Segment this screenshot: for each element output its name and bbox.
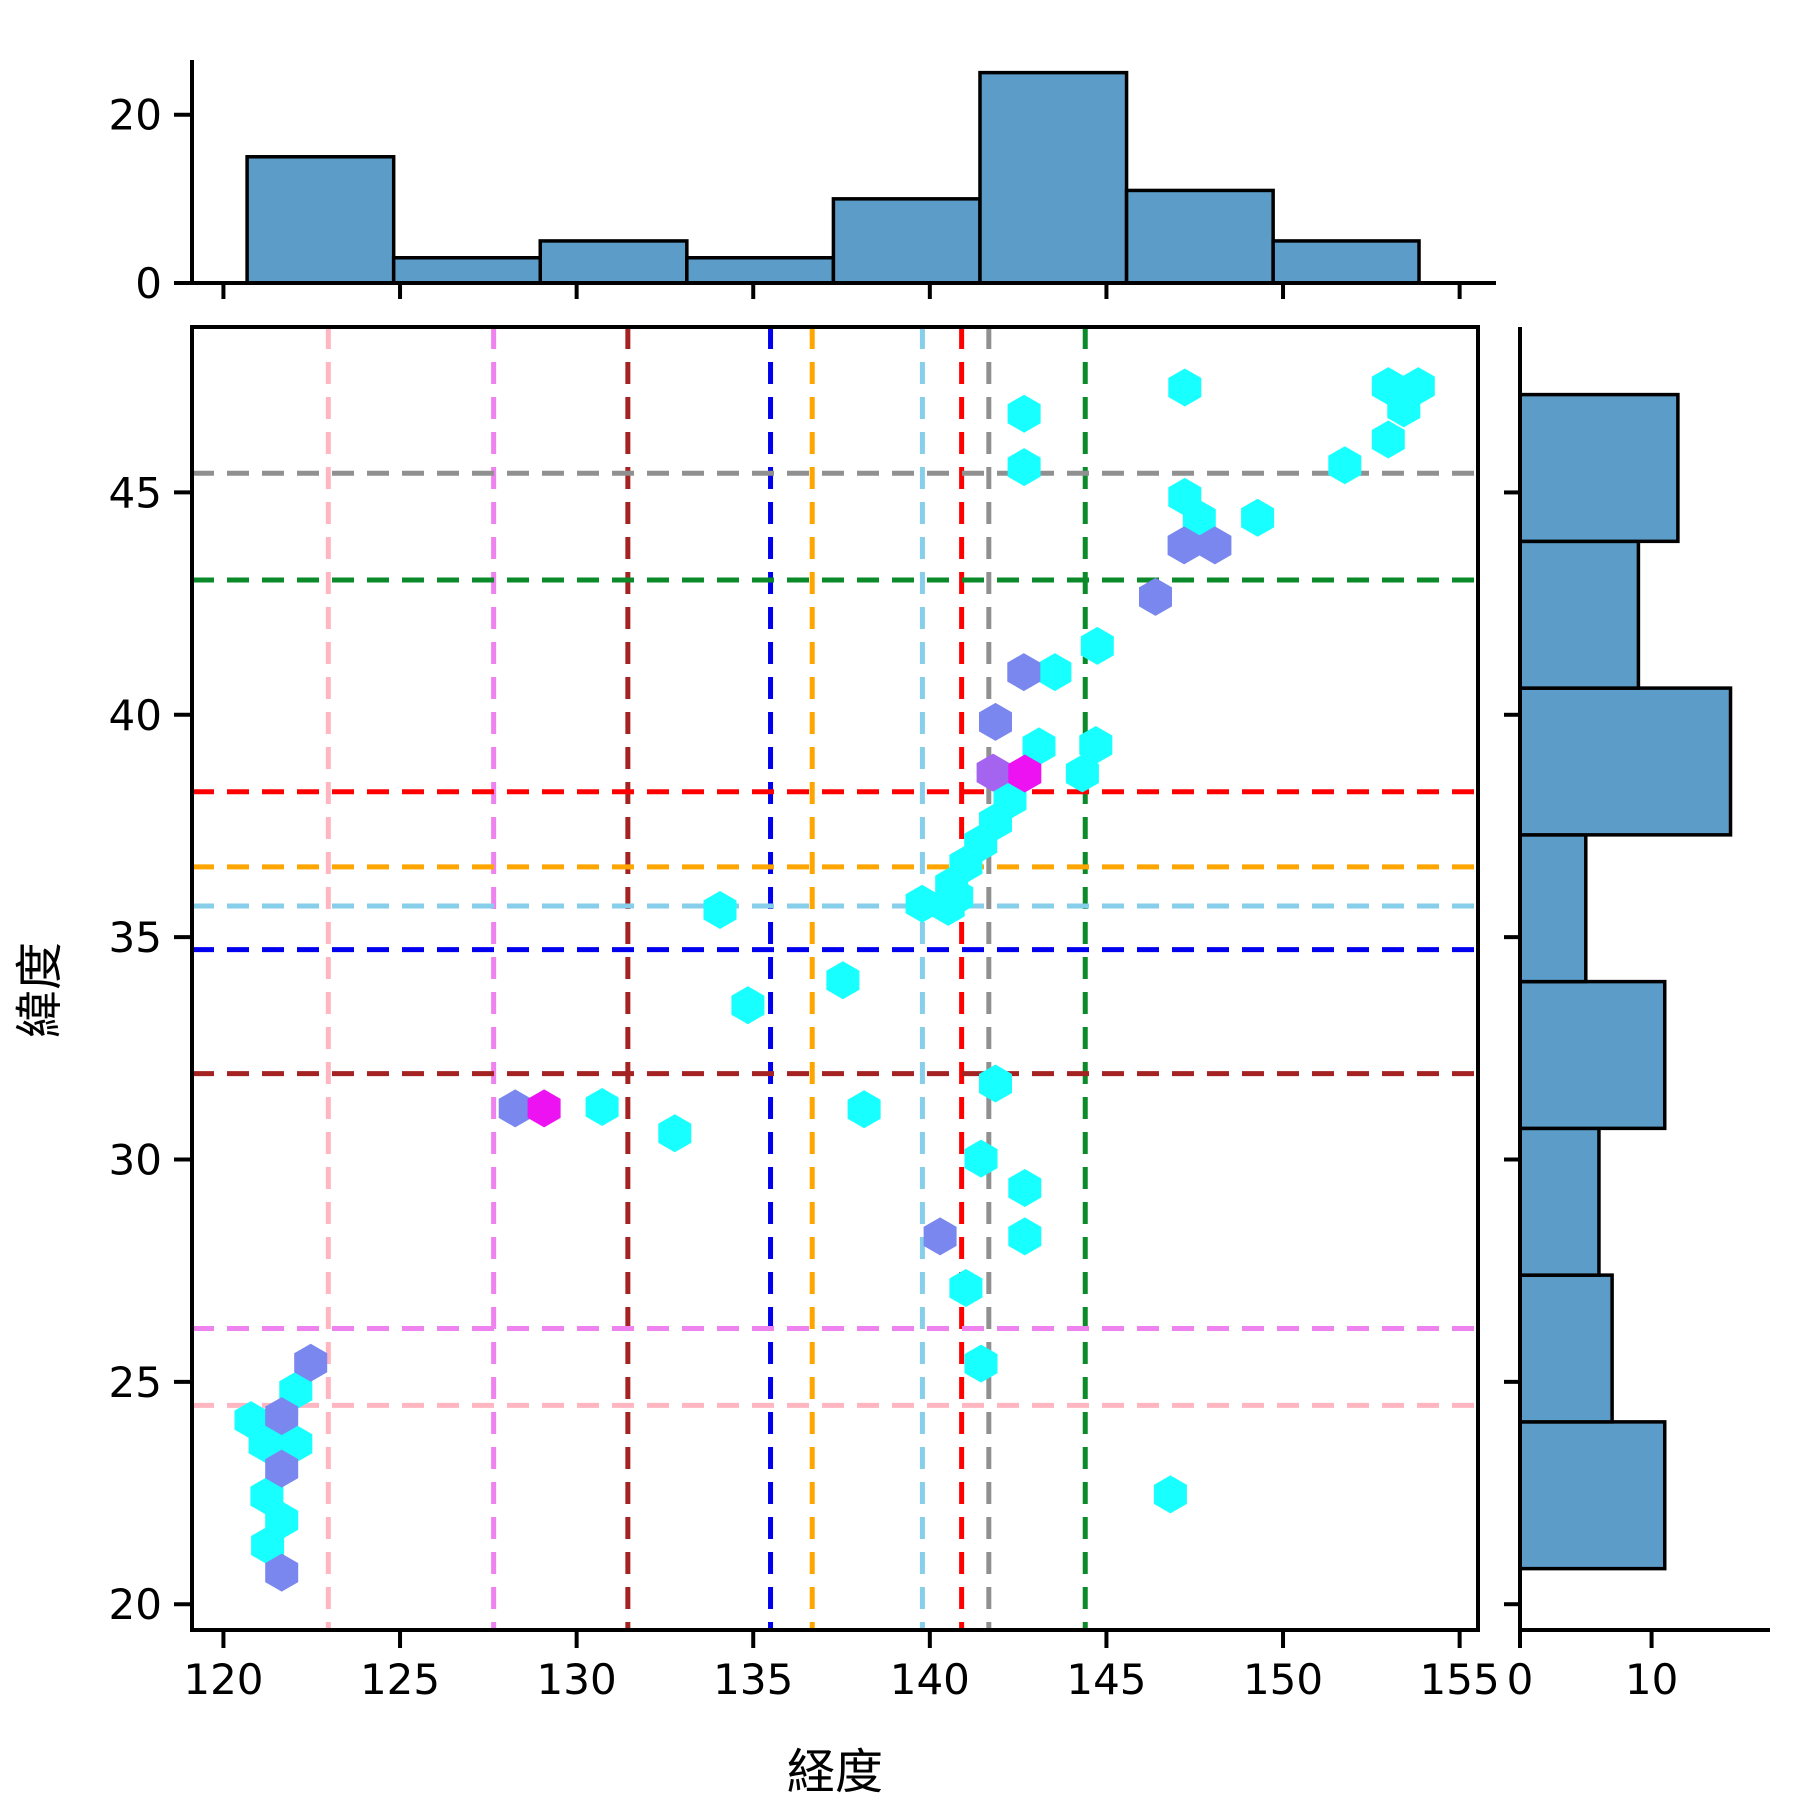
hex-marker-count-3 [976,753,1010,792]
hex-marker-count-1 [1168,368,1202,407]
right-hist-x-tick-label: 10 [1625,1655,1678,1704]
top-hist-y-tick-label: 0 [135,259,162,308]
hex-marker-count-1 [1371,420,1405,459]
hex-marker-count-2 [265,1553,299,1592]
hex-marker-count-1 [1038,653,1072,692]
top-histogram-bar [1124,188,1275,285]
hex-marker-count-1 [1079,726,1113,764]
hex-marker-count-4 [527,1089,561,1128]
main-x-tick-label: 135 [713,1655,793,1704]
main-x-tick-label: 145 [1066,1655,1146,1704]
hex-marker-count-1 [1007,448,1041,487]
main-x-tick-label: 140 [890,1655,970,1704]
main-y-tick-label: 35 [109,913,162,962]
main-x-tick-label: 120 [183,1655,263,1704]
hex-marker-count-1 [265,1501,299,1540]
main-y-tick-label: 25 [109,1358,162,1407]
top-histogram-bar [685,256,836,285]
right-histogram-bar [1518,539,1641,690]
hex-marker-count-4 [1008,754,1042,793]
hex-marker-count-2 [1007,653,1041,692]
main-x-tick-label: 150 [1243,1655,1323,1704]
hex-marker-count-1 [1008,1169,1042,1207]
hex-marker-count-1 [658,1114,692,1153]
hex-marker-count-1 [585,1088,619,1126]
hex-marker-count-2 [265,1397,299,1436]
right-histogram-bar [1518,392,1680,544]
hex-marker-count-1 [1387,389,1421,428]
hex-marker-count-1 [1241,498,1275,537]
right-histogram-bar [1518,1126,1601,1277]
hex-marker-count-1 [1065,754,1099,793]
hex-marker-count-1 [1022,727,1056,766]
hex-marker-count-1 [964,1139,998,1178]
top-histogram-bar [538,239,689,285]
hex-marker-count-1 [731,986,765,1025]
hex-marker-count-1 [826,961,860,1000]
x-axis-label: 経度 [786,1744,883,1800]
hex-marker-count-2 [923,1217,957,1256]
hex-marker-count-1 [847,1090,881,1129]
y-axis-label: 緯度 [12,942,68,1039]
hex-marker-count-2 [979,702,1012,741]
right-histogram-bar [1518,833,1588,984]
top-histogram-bar [391,256,543,285]
hex-marker-count-1 [1080,626,1114,665]
hex-marker-count-1 [993,781,1027,820]
hex-marker-count-1 [979,1064,1012,1103]
hex-marker-count-1 [251,1526,285,1565]
top-hist-y-tick-label: 20 [109,91,162,140]
hex-marker-count-1 [1182,499,1216,538]
hex-marker-count-2 [1198,526,1232,565]
hex-marker-count-1 [1328,446,1362,485]
hex-marker-count-2 [498,1089,532,1128]
hex-marker-count-1 [1007,394,1041,433]
main-x-tick-label: 125 [360,1655,440,1704]
hex-marker-count-2 [294,1343,328,1382]
right-histogram-bar [1518,979,1667,1131]
hex-marker-count-1 [905,884,939,923]
top-histogram-bar [245,155,396,285]
main-x-tick-label: 130 [537,1655,617,1704]
main-y-tick-label: 40 [109,691,162,740]
main-y-tick-label: 30 [109,1135,162,1184]
main-y-tick-label: 20 [109,1580,162,1629]
hex-marker-count-1 [1008,1217,1042,1256]
hex-marker-count-1 [1153,1475,1187,1514]
main-x-tick-label: 155 [1420,1655,1500,1704]
right-histogram-bar [1518,1273,1614,1424]
hex-marker-count-1 [949,1269,983,1307]
main-axes-box [190,325,1480,1632]
top-histogram-bar [1271,239,1421,285]
hex-marker-count-2 [1167,526,1201,565]
main-y-tick-label: 45 [109,468,162,517]
hex-marker-count-1 [964,1344,998,1383]
hex-marker-count-1 [703,891,737,929]
hex-marker-count-1 [279,1371,313,1410]
top-histogram-bar [978,70,1129,285]
right-hist-x-tick-label: 0 [1507,1655,1534,1704]
right-histogram-bar [1518,1420,1667,1571]
hex-marker-count-2 [265,1449,299,1488]
hex-marker-count-1 [248,1424,282,1463]
top-histogram-bar [831,197,982,285]
right-histogram-bar [1518,686,1733,837]
hex-marker-count-2 [1139,577,1172,616]
